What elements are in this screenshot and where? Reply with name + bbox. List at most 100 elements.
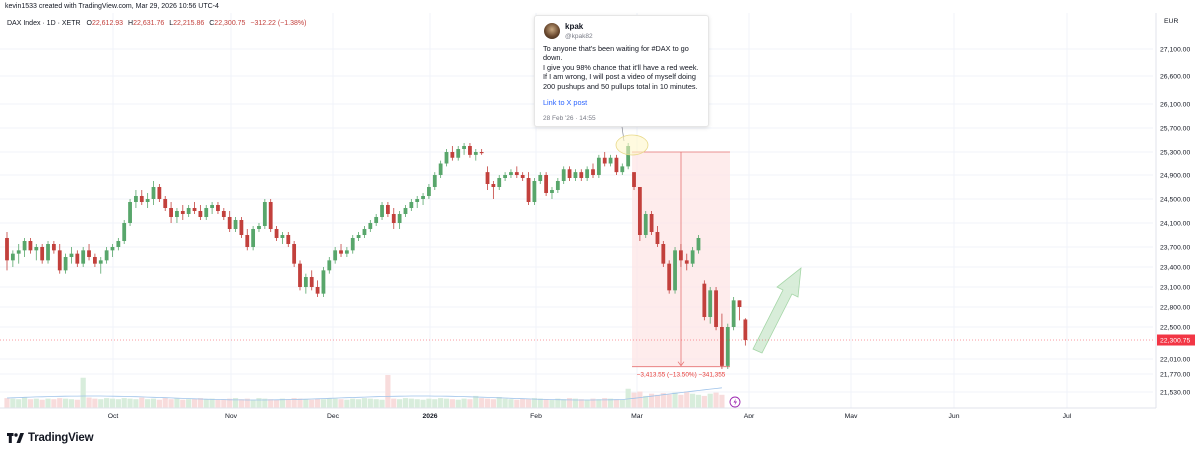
candle-body <box>362 229 367 235</box>
avatar[interactable] <box>544 23 560 39</box>
volume-bar <box>285 399 291 408</box>
candle-body <box>309 277 314 287</box>
price-tick-label: 22,500.00 <box>1160 325 1190 332</box>
volume-bar <box>367 398 373 408</box>
candle-body <box>344 250 349 254</box>
candle-body <box>186 208 191 214</box>
price-tick-label: 27,100.00 <box>1160 47 1190 54</box>
candle-body <box>180 211 185 214</box>
volume-bar <box>68 399 75 408</box>
candlesticks[interactable] <box>5 143 748 369</box>
volume-bar <box>262 398 268 408</box>
candle-body <box>315 287 320 294</box>
last-price-tag <box>1157 334 1195 346</box>
volume-average-line <box>6 387 722 401</box>
volume-bar <box>467 399 473 408</box>
candle-body <box>128 202 132 223</box>
candle-body <box>192 208 197 211</box>
volume-bar <box>256 398 262 408</box>
time-tick-label: Nov <box>225 413 238 418</box>
volume-bar <box>479 398 485 408</box>
candle-body <box>216 205 220 211</box>
volume-bar <box>619 399 625 408</box>
volume-bar <box>133 399 139 408</box>
legend-close-value: 22,300.75 <box>214 20 245 27</box>
candle-body <box>409 202 414 208</box>
candle-body <box>239 220 244 235</box>
volume-bar <box>268 399 274 408</box>
candle-body <box>720 327 724 366</box>
volume-bar <box>356 399 362 408</box>
volume-bar <box>115 399 121 408</box>
price-tick-label: 24,500.00 <box>1160 197 1190 204</box>
volume-bar <box>666 394 672 408</box>
volume-bar <box>631 392 637 408</box>
candle-body <box>714 290 718 327</box>
candle-body <box>81 250 86 264</box>
price-tick-label: 23,700.00 <box>1160 245 1190 252</box>
price-tick-label: 24,900.00 <box>1160 173 1190 180</box>
candle-body <box>104 250 109 261</box>
volume-bar <box>555 398 561 408</box>
candle-body <box>139 196 144 202</box>
tradingview-logo-icon <box>7 433 24 443</box>
candle-body <box>46 244 50 261</box>
time-tick-label: Oct <box>108 413 119 418</box>
candle-body <box>544 175 549 193</box>
volume-bar <box>350 398 356 408</box>
bullish-arrow <box>752 267 802 354</box>
candle-body <box>57 250 62 271</box>
volume-bar <box>543 399 549 408</box>
candle-body <box>427 187 431 196</box>
volume-bar <box>490 399 496 408</box>
legend-open-value: 22,612.93 <box>92 20 123 27</box>
range-measure-label: −3,413.55 (−13.50%) −341,355 <box>637 372 726 379</box>
candle-body <box>175 211 179 217</box>
volume-bar <box>139 397 145 408</box>
volume-bar <box>566 398 573 408</box>
volume-bar <box>449 399 455 408</box>
tweet-link[interactable]: Link to X post <box>543 98 588 107</box>
legend-high-value: 22,631.76 <box>133 20 164 27</box>
price-tick-label: 22,800.00 <box>1160 305 1190 312</box>
candle-body <box>532 181 537 202</box>
candle-body <box>339 250 343 254</box>
volume-bar <box>4 398 10 408</box>
volume-bar <box>227 398 233 408</box>
volume-bar <box>361 398 368 408</box>
tweet-date: 28 Feb '26 · 14:55 <box>543 115 596 122</box>
candle-body <box>456 149 461 158</box>
price-axis[interactable]: EUR 27,100.00 26,600.00 26,100.00 25,700.00 2… <box>0 13 1195 408</box>
currency-label: EUR <box>1164 18 1178 25</box>
candle-body <box>661 244 666 264</box>
candle-body <box>479 152 484 154</box>
volume-bar <box>385 375 391 408</box>
volume-bar <box>309 399 315 408</box>
candle-body <box>743 319 748 341</box>
candle-body <box>725 327 730 366</box>
volume-bar <box>713 392 719 408</box>
time-axis[interactable]: Oct Nov Dec 2026 Feb Mar Apr May Jun Jul <box>0 396 1156 418</box>
volume-bar <box>303 399 309 408</box>
volume-bar <box>643 395 649 408</box>
candle-body <box>268 202 273 229</box>
volume-bar <box>326 398 332 408</box>
volume-bar <box>174 398 180 408</box>
candle-body <box>702 283 707 317</box>
tradingview-brand: TradingView <box>28 432 94 444</box>
volume-bar <box>473 395 479 408</box>
volume-bar <box>414 399 420 408</box>
candle-body <box>485 172 490 184</box>
candle-body <box>110 247 115 251</box>
candle-body <box>444 152 449 164</box>
lightning-icon <box>733 398 737 406</box>
volume-bar <box>613 399 620 408</box>
volume-bar <box>320 399 327 408</box>
volume-bar <box>660 393 666 408</box>
volume-bar <box>690 393 696 408</box>
price-tick-label: 25,300.00 <box>1160 150 1190 157</box>
volume-bar <box>484 398 491 408</box>
tradingview-logo[interactable]: TradingView <box>7 431 94 445</box>
candle-body <box>350 238 355 251</box>
candle-body <box>555 181 560 190</box>
